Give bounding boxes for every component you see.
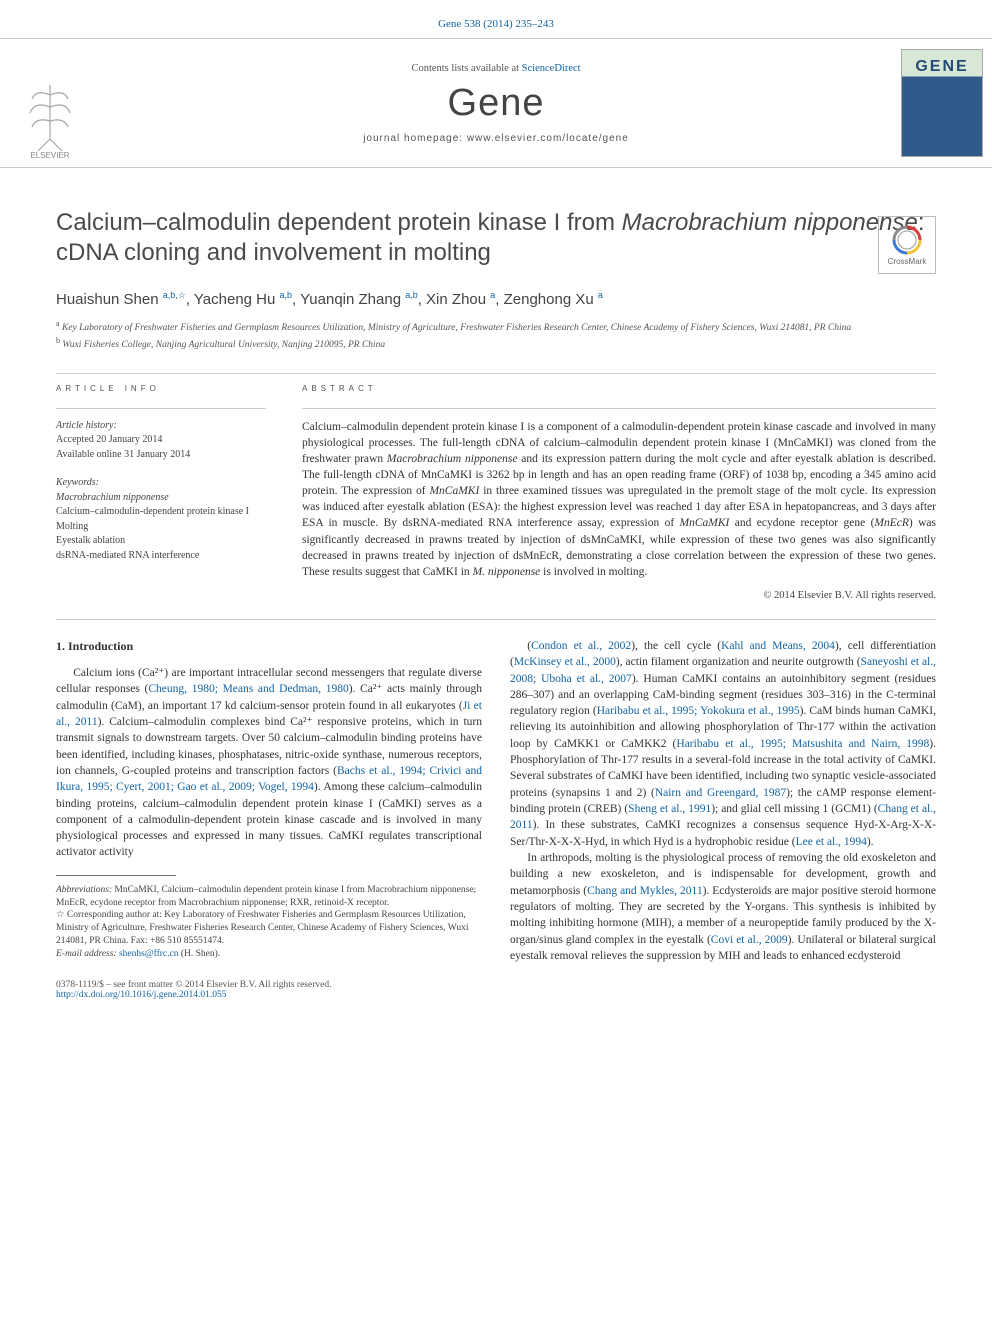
elsevier-tree-icon: ELSEVIER bbox=[18, 75, 82, 159]
divider bbox=[56, 408, 266, 409]
affil-a-text: Key Laboratory of Freshwater Fisheries a… bbox=[62, 323, 851, 333]
affil-b: b Wuxi Fisheries College, Nanjing Agricu… bbox=[56, 335, 936, 352]
authors-line: Huaishun Shen a,b,, Yacheng Hu a,b, Yuan… bbox=[0, 278, 992, 314]
citation-link[interactable]: Gene 538 (2014) 235–243 bbox=[438, 18, 554, 30]
keyword-item: Calcium–calmodulin-dependent protein kin… bbox=[56, 505, 266, 520]
crossmark-label: CrossMark bbox=[888, 257, 927, 266]
svg-text:ELSEVIER: ELSEVIER bbox=[30, 151, 69, 159]
email-suffix: (H. Shen). bbox=[178, 949, 220, 959]
email-label: E-mail address: bbox=[56, 949, 117, 959]
abbr-text: MnCaMKI, Calcium–calmodulin dependent pr… bbox=[56, 885, 476, 908]
keyword-item: dsRNA-mediated RNA interference bbox=[56, 549, 266, 564]
body-paragraph: (Condon et al., 2002), the cell cycle (K… bbox=[510, 638, 936, 850]
crossmark-badge[interactable]: CrossMark bbox=[878, 216, 936, 274]
article-info-label: ARTICLE INFO bbox=[56, 382, 266, 394]
affil-a: a Key Laboratory of Freshwater Fisheries… bbox=[56, 318, 936, 335]
page-footer: 0378-1119/$ – see front matter © 2014 El… bbox=[0, 964, 992, 1024]
keywords-block: Keywords: Macrobrachium nipponense Calci… bbox=[56, 476, 266, 563]
article-info-column: ARTICLE INFO Article history: Accepted 2… bbox=[56, 382, 266, 601]
copyright-line: © 2014 Elsevier B.V. All rights reserved… bbox=[302, 590, 936, 601]
footnote-email: E-mail address: shenhs@ffrc.cn (H. Shen)… bbox=[56, 948, 482, 961]
journal-cover-thumb: GENE bbox=[901, 49, 983, 157]
section-heading: 1. Introduction bbox=[56, 638, 482, 655]
crossmark-icon bbox=[892, 225, 922, 255]
journal-name: Gene bbox=[448, 82, 545, 125]
history-accepted: Accepted 20 January 2014 bbox=[56, 433, 266, 448]
keyword-item: Molting bbox=[56, 520, 266, 535]
contents-line-pre: Contents lists available at bbox=[411, 63, 521, 74]
sciencedirect-link[interactable]: ScienceDirect bbox=[522, 63, 581, 74]
body-columns: 1. Introduction Calcium ions (Ca²⁺) are … bbox=[0, 620, 992, 965]
footer-copyright: 0378-1119/$ – see front matter © 2014 El… bbox=[56, 980, 936, 990]
contents-line: Contents lists available at ScienceDirec… bbox=[411, 63, 580, 74]
title-species: Macrobrachium nipponense bbox=[622, 209, 918, 236]
abstract-text: Calcium–calmodulin dependent protein kin… bbox=[302, 419, 936, 580]
cover-title: GENE bbox=[915, 58, 968, 76]
history-online: Available online 31 January 2014 bbox=[56, 448, 266, 463]
abstract-label: ABSTRACT bbox=[302, 382, 936, 394]
column-left: 1. Introduction Calcium ions (Ca²⁺) are … bbox=[56, 638, 482, 965]
column-right: (Condon et al., 2002), the cell cycle (K… bbox=[510, 638, 936, 965]
star-icon bbox=[56, 910, 65, 920]
keyword-item: Eyestalk ablation bbox=[56, 534, 266, 549]
article-title: Calcium–calmodulin dependent protein kin… bbox=[56, 208, 936, 268]
keyword-item: Macrobrachium nipponense bbox=[56, 491, 266, 506]
footnote-divider bbox=[56, 875, 176, 876]
affil-b-text: Wuxi Fisheries College, Nanjing Agricult… bbox=[62, 341, 385, 351]
article-history: Article history: Accepted 20 January 201… bbox=[56, 419, 266, 463]
doi-link[interactable]: http://dx.doi.org/10.1016/j.gene.2014.01… bbox=[56, 990, 227, 1000]
journal-homepage: journal homepage: www.elsevier.com/locat… bbox=[363, 133, 629, 144]
abbr-label: Abbreviations: bbox=[56, 885, 112, 895]
history-label: Article history: bbox=[56, 419, 266, 434]
publisher-logo: ELSEVIER bbox=[0, 39, 100, 167]
body-paragraph: In arthropods, molting is the physiologi… bbox=[510, 850, 936, 964]
article-header: CrossMark Calcium–calmodulin dependent p… bbox=[0, 168, 992, 278]
keywords-label: Keywords: bbox=[56, 476, 266, 491]
body-paragraph: Calcium ions (Ca²⁺) are important intrac… bbox=[56, 665, 482, 861]
masthead-center: Contents lists available at ScienceDirec… bbox=[100, 39, 892, 167]
journal-cover: GENE bbox=[892, 39, 992, 167]
info-abstract-row: ARTICLE INFO Article history: Accepted 2… bbox=[0, 382, 992, 601]
divider bbox=[302, 408, 936, 409]
footnote-abbreviations: Abbreviations: MnCaMKI, Calcium–calmodul… bbox=[56, 884, 482, 910]
masthead: ELSEVIER Contents lists available at Sci… bbox=[0, 38, 992, 168]
header-citation: Gene 538 (2014) 235–243 bbox=[0, 0, 992, 38]
corr-text: Corresponding author at: Key Laboratory … bbox=[56, 910, 468, 946]
affiliations: a Key Laboratory of Freshwater Fisheries… bbox=[0, 314, 992, 365]
divider bbox=[56, 373, 936, 374]
title-pre: Calcium–calmodulin dependent protein kin… bbox=[56, 209, 622, 236]
abstract-column: ABSTRACT Calcium–calmodulin dependent pr… bbox=[302, 382, 936, 601]
email-link[interactable]: shenhs@ffrc.cn bbox=[119, 949, 179, 959]
footnotes: Abbreviations: MnCaMKI, Calcium–calmodul… bbox=[56, 884, 482, 961]
footnote-corresponding: Corresponding author at: Key Laboratory … bbox=[56, 909, 482, 947]
